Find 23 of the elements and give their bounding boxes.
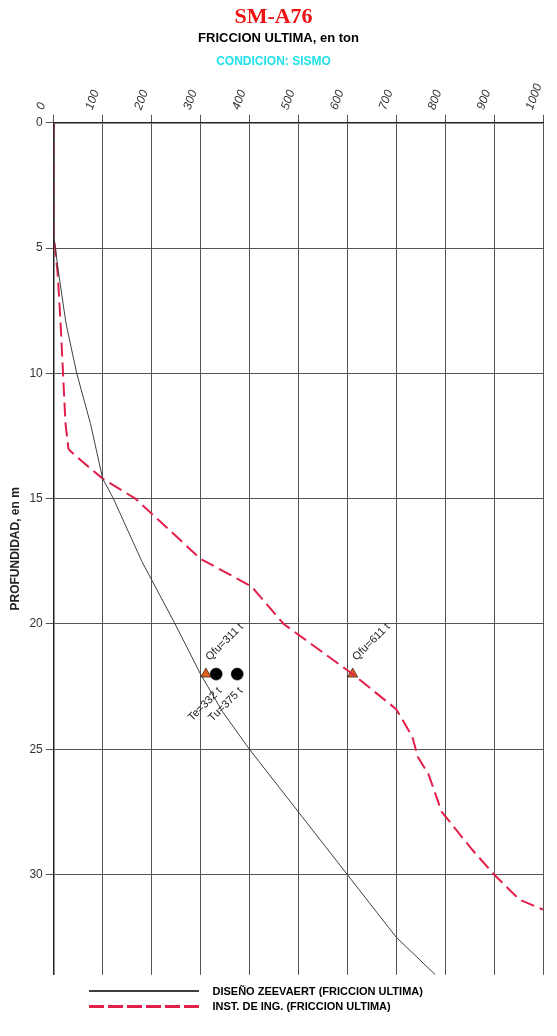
y-tick-label: 0 (36, 115, 44, 130)
chart-subtitle: CONDICION: SISMO (216, 53, 331, 68)
x-tick-label: 300 (179, 87, 200, 112)
x-tick-label: 200 (130, 87, 151, 113)
y-tick-label: 25 (29, 741, 44, 756)
y-tick-label: 10 (29, 365, 44, 380)
x-tick-label: 800 (424, 87, 445, 112)
y-tick-label: 15 (29, 491, 44, 505)
x-tick-label: 600 (326, 87, 347, 112)
chart-title: SM-A76 (234, 2, 313, 28)
y-tick-label: 5 (36, 240, 44, 255)
y-tick-label: 20 (29, 616, 44, 631)
x-tick-label: 900 (473, 87, 494, 112)
x-tick-label: 500 (277, 87, 298, 112)
x-tick-label: 400 (228, 87, 249, 112)
y-tick-label: 30 (29, 866, 44, 881)
series-label: DISEÑO ZEEVAERT (FRICCION ULTIMA) (212, 985, 423, 997)
x-axis-title: FRICCION ULTIMA, en ton (198, 30, 359, 45)
x-tick-label: 1000 (522, 81, 545, 112)
y-axis-title: PROFUNDIDAD, en m (7, 487, 22, 611)
legend-label: INST. DE ING. (FRICCION ULTIMA) (212, 1000, 391, 1012)
x-tick-label: 100 (81, 87, 103, 112)
x-tick-label: 700 (375, 87, 396, 112)
